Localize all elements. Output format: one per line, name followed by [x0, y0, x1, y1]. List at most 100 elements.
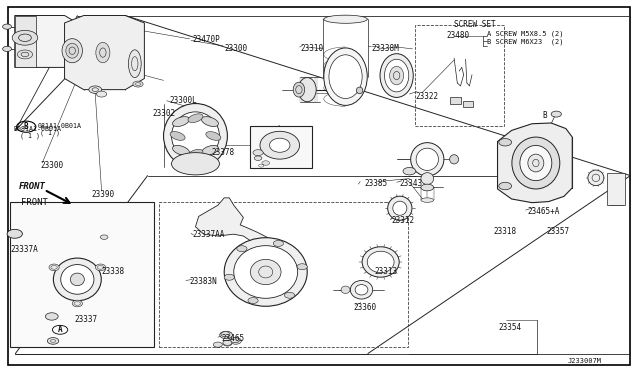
Text: A: A [58, 325, 62, 334]
Ellipse shape [421, 198, 434, 202]
Text: 23354: 23354 [499, 323, 522, 332]
Ellipse shape [172, 112, 220, 160]
Ellipse shape [512, 137, 560, 189]
Text: 23337AA: 23337AA [192, 230, 225, 240]
Circle shape [297, 264, 307, 270]
Circle shape [12, 31, 38, 45]
Text: 23338: 23338 [102, 267, 125, 276]
Ellipse shape [293, 82, 305, 97]
Circle shape [273, 240, 284, 246]
Text: 23360: 23360 [353, 303, 376, 312]
Bar [415, 25, 504, 126]
Text: 23302: 23302 [152, 109, 175, 118]
Text: ( 1 ): ( 1 ) [20, 133, 40, 139]
Circle shape [100, 235, 108, 239]
Ellipse shape [172, 153, 220, 175]
Text: 23313: 23313 [374, 267, 397, 276]
Ellipse shape [356, 87, 363, 94]
Ellipse shape [70, 273, 84, 286]
Ellipse shape [388, 196, 412, 220]
Text: A SCREW M5X8.5 (2): A SCREW M5X8.5 (2) [487, 31, 564, 37]
Circle shape [499, 182, 511, 190]
Ellipse shape [528, 154, 544, 172]
Text: 23300: 23300 [224, 44, 247, 53]
Circle shape [230, 337, 241, 344]
Ellipse shape [202, 145, 218, 155]
Circle shape [133, 81, 143, 87]
Circle shape [17, 50, 33, 59]
Text: B: B [542, 111, 547, 120]
Bar [159, 202, 408, 347]
Text: ( 1 ): ( 1 ) [40, 129, 60, 135]
Text: 23480: 23480 [447, 31, 470, 41]
Ellipse shape [385, 59, 409, 92]
Circle shape [213, 342, 222, 347]
Circle shape [7, 230, 22, 238]
Text: J233007M: J233007M [568, 358, 602, 364]
Text: 23383N: 23383N [189, 277, 217, 286]
Ellipse shape [49, 264, 60, 271]
Text: 23300: 23300 [40, 161, 63, 170]
Text: 23465: 23465 [221, 334, 244, 343]
Text: 23337A: 23337A [10, 244, 38, 253]
Ellipse shape [350, 280, 372, 299]
Ellipse shape [96, 42, 110, 63]
Text: FRONT: FRONT [21, 198, 48, 207]
Circle shape [499, 138, 511, 146]
Ellipse shape [173, 145, 189, 155]
Ellipse shape [380, 54, 413, 97]
Ellipse shape [188, 114, 203, 122]
Ellipse shape [224, 238, 307, 306]
Ellipse shape [411, 142, 444, 176]
Ellipse shape [520, 145, 552, 181]
Text: 23357: 23357 [547, 227, 570, 236]
Ellipse shape [355, 285, 368, 295]
Ellipse shape [188, 150, 203, 158]
Ellipse shape [72, 300, 83, 307]
Polygon shape [497, 123, 572, 203]
Circle shape [221, 332, 230, 337]
Circle shape [248, 298, 258, 304]
Ellipse shape [164, 103, 227, 169]
Text: 23310: 23310 [301, 44, 324, 53]
Text: B SCREW M6X23  (2): B SCREW M6X23 (2) [487, 39, 564, 45]
Ellipse shape [298, 78, 316, 102]
Bar [250, 126, 312, 168]
Circle shape [253, 150, 263, 155]
Ellipse shape [206, 132, 221, 140]
Circle shape [223, 340, 232, 345]
Circle shape [47, 337, 59, 344]
Circle shape [220, 331, 232, 339]
Text: 23343: 23343 [400, 179, 423, 187]
Ellipse shape [234, 246, 298, 298]
Ellipse shape [393, 201, 407, 215]
Text: B: B [24, 122, 29, 131]
Circle shape [223, 341, 232, 346]
Text: SCREW SET: SCREW SET [454, 20, 496, 29]
Circle shape [3, 46, 12, 51]
Text: 23390: 23390 [92, 190, 115, 199]
Bar [463, 101, 472, 108]
Text: B081A1-0B01A: B081A1-0B01A [13, 126, 61, 132]
Text: 23300L: 23300L [170, 96, 198, 105]
Bar [450, 97, 461, 105]
Ellipse shape [421, 184, 434, 191]
Circle shape [284, 292, 294, 298]
Ellipse shape [324, 15, 367, 23]
Text: 23337: 23337 [74, 315, 97, 324]
Text: 23470P: 23470P [192, 35, 220, 44]
Ellipse shape [95, 264, 106, 271]
Text: 23312: 23312 [392, 216, 415, 225]
Text: 23322: 23322 [416, 92, 439, 101]
Ellipse shape [66, 43, 79, 58]
Ellipse shape [390, 66, 404, 85]
Ellipse shape [367, 251, 394, 273]
Ellipse shape [341, 286, 350, 294]
Text: 23378: 23378 [211, 148, 235, 157]
Ellipse shape [416, 148, 438, 170]
Ellipse shape [362, 247, 399, 277]
Ellipse shape [173, 116, 189, 126]
Ellipse shape [260, 131, 300, 159]
Polygon shape [15, 16, 36, 67]
Text: 23318: 23318 [493, 227, 517, 236]
